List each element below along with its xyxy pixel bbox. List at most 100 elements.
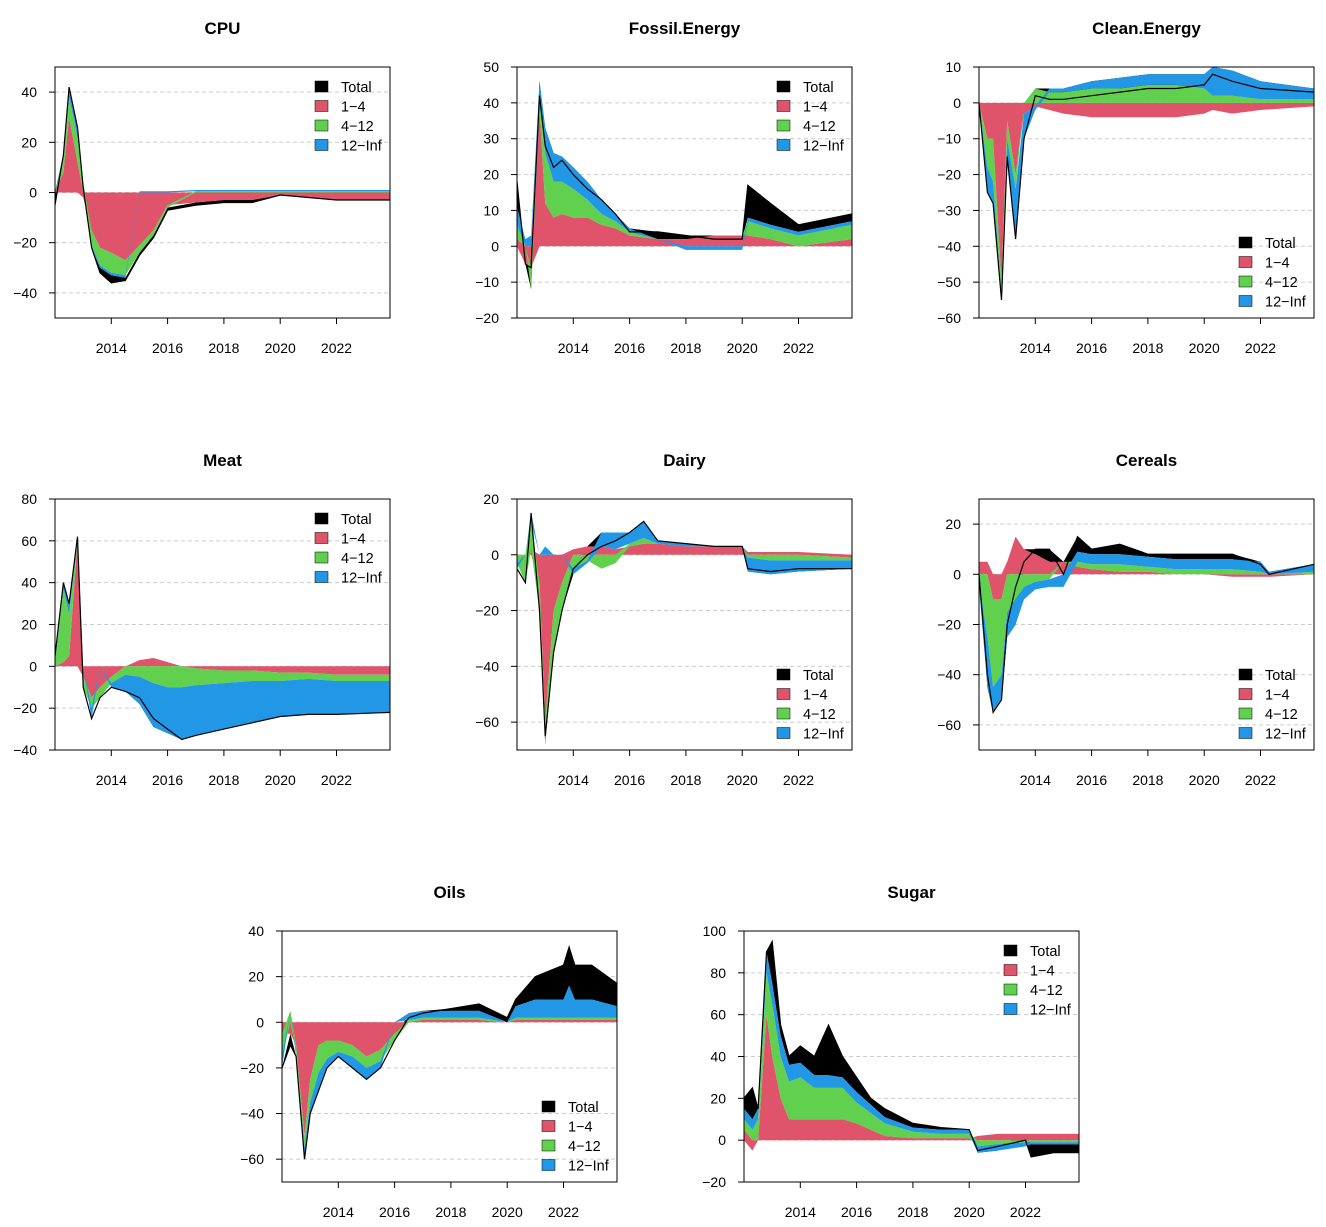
x-tick-label: 2018 xyxy=(208,340,239,356)
legend-swatch-4-12 xyxy=(1238,707,1253,720)
legend-swatch-Total xyxy=(541,1100,556,1113)
y-tick-label: −20 xyxy=(240,1060,264,1076)
x-tick-label: 2020 xyxy=(727,340,758,356)
legend-label: 4−12 xyxy=(803,119,836,135)
legend-label: Total xyxy=(1265,668,1296,684)
panel-title: Cereals xyxy=(1116,451,1177,470)
legend-label: 4−12 xyxy=(803,707,836,723)
y-tick-label: −20 xyxy=(702,1174,726,1190)
y-tick-label: 20 xyxy=(248,969,264,985)
legend-label: 4−12 xyxy=(1265,275,1298,291)
plot-frame xyxy=(516,66,853,319)
series-area-1-4 xyxy=(517,110,852,268)
legend-swatch-12-Inf xyxy=(541,1159,556,1171)
y-tick-label: −20 xyxy=(475,310,499,326)
y-tick-label: 40 xyxy=(21,84,37,100)
x-tick-label: 2022 xyxy=(783,340,814,356)
legend-swatch-4-12 xyxy=(314,119,329,132)
legend-label: 1−4 xyxy=(803,688,828,704)
x-tick-label: 2022 xyxy=(321,772,352,788)
legend-label: 4−12 xyxy=(341,551,374,567)
x-tick-label: 2014 xyxy=(1020,772,1051,788)
panel-dairy: Dairy −60 −40 −20 0 20 2014 2016 2018 2020 2022 Tot… xyxy=(475,451,853,788)
legend-swatch-12-Inf xyxy=(776,139,791,151)
y-tick-label: 20 xyxy=(483,167,499,183)
panel-fossil-energy: Fossil.Energy −20 −10 0 10 20 30 40 50 2014 2016 20… xyxy=(475,19,853,356)
y-tick-label: −30 xyxy=(937,202,961,218)
y-tick-label: 0 xyxy=(953,566,961,582)
y-tick-label: −60 xyxy=(475,714,499,730)
legend-label: 1−4 xyxy=(568,1120,593,1136)
x-tick-label: 2014 xyxy=(323,1204,354,1220)
legend-label: 4−12 xyxy=(1265,707,1298,723)
plot-frame xyxy=(978,66,1315,319)
legend-label: 12−Inf xyxy=(568,1159,610,1175)
legend-swatch-12-Inf xyxy=(776,727,791,739)
legend-swatch-1-4 xyxy=(776,688,791,700)
panel-title: Oils xyxy=(433,883,465,902)
y-tick-label: −60 xyxy=(240,1151,264,1167)
panel-title: Clean.Energy xyxy=(1092,19,1201,38)
x-tick-label: 2014 xyxy=(96,772,127,788)
legend-label: 12−Inf xyxy=(803,727,845,743)
series-area-12-Inf xyxy=(517,81,852,250)
y-tick-label: 10 xyxy=(483,202,499,218)
x-tick-label: 2020 xyxy=(265,772,296,788)
legend-label: 1−4 xyxy=(341,532,366,548)
legend-swatch-4-12 xyxy=(776,119,791,132)
series-line-total xyxy=(978,73,1315,301)
y-tick-label: 0 xyxy=(718,1132,726,1148)
y-tick-label: 20 xyxy=(21,134,37,150)
legend-swatch-12-Inf xyxy=(314,571,329,583)
y-tick-label: −20 xyxy=(937,617,961,633)
series-area-4-12 xyxy=(744,972,1079,1147)
legend-label: 1−4 xyxy=(1265,256,1290,272)
legend-swatch-Total xyxy=(314,80,329,93)
y-tick-label: −40 xyxy=(937,667,961,683)
x-tick-label: 2016 xyxy=(1076,772,1107,788)
legend-swatch-Total xyxy=(776,80,791,93)
series-line-total xyxy=(516,512,852,737)
x-tick-label: 2014 xyxy=(558,772,589,788)
y-tick-label: −10 xyxy=(937,131,961,147)
panel-title: Dairy xyxy=(663,451,706,470)
y-tick-label: 30 xyxy=(483,131,499,147)
series-line-total xyxy=(516,95,853,269)
legend-label: Total xyxy=(803,668,834,684)
legend-swatch-4-12 xyxy=(314,551,329,564)
panel-oils: Oils −60 −40 −20 0 20 40 2014 2016 2018 2020 2022 To… xyxy=(240,883,618,1220)
legend-label: 12−Inf xyxy=(341,139,383,155)
y-tick-label: 0 xyxy=(491,238,499,254)
y-tick-label: 80 xyxy=(21,491,37,507)
x-tick-label: 2018 xyxy=(670,772,701,788)
x-tick-label: 2020 xyxy=(1189,340,1220,356)
series-area-1-4 xyxy=(282,1020,617,1137)
legend-label: 12−Inf xyxy=(1030,1003,1072,1019)
x-tick-label: 2020 xyxy=(954,1204,985,1220)
x-tick-label: 2018 xyxy=(670,340,701,356)
x-tick-label: 2016 xyxy=(1076,340,1107,356)
series-area-1-4 xyxy=(517,543,852,723)
y-tick-label: 0 xyxy=(29,658,37,674)
x-tick-label: 2014 xyxy=(785,1204,816,1220)
plot-frame xyxy=(281,930,618,1183)
y-tick-label: 40 xyxy=(710,1049,726,1065)
legend-swatch-Total xyxy=(1238,236,1253,249)
y-tick-label: 50 xyxy=(483,59,499,75)
y-tick-label: 0 xyxy=(953,95,961,111)
y-tick-label: 40 xyxy=(248,923,264,939)
x-tick-label: 2018 xyxy=(208,772,239,788)
legend-swatch-12-Inf xyxy=(1238,295,1253,307)
y-tick-label: 80 xyxy=(710,965,726,981)
panel-title: Fossil.Energy xyxy=(629,19,741,38)
y-tick-label: 20 xyxy=(483,491,499,507)
legend-swatch-12-Inf xyxy=(314,139,329,151)
panel-title: CPU xyxy=(205,19,241,38)
legend-swatch-Total xyxy=(314,512,329,525)
x-tick-label: 2022 xyxy=(783,772,814,788)
y-tick-label: 40 xyxy=(21,575,37,591)
legend-swatch-12-Inf xyxy=(1238,727,1253,739)
x-tick-label: 2016 xyxy=(614,772,645,788)
legend-label: 4−12 xyxy=(568,1139,601,1155)
